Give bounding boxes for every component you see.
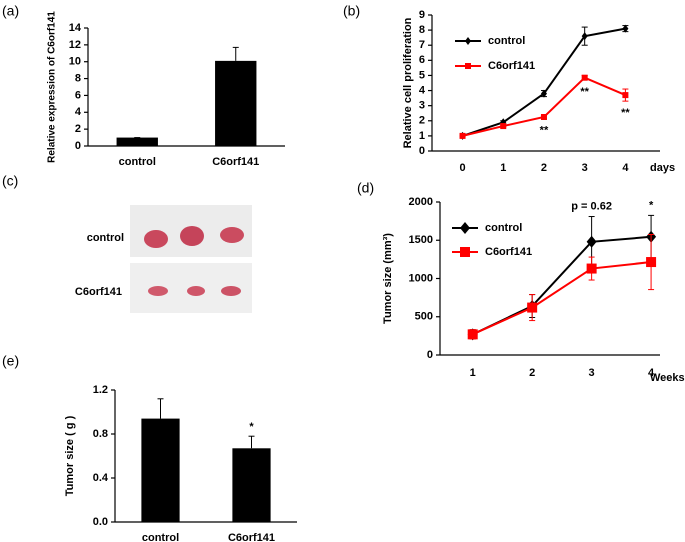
bar — [232, 448, 271, 522]
x-tick-label: control — [119, 156, 156, 168]
y-tick-label: 4 — [419, 84, 426, 96]
marker — [581, 74, 588, 81]
marker — [581, 32, 588, 41]
x-tick-label: C6orf141 — [228, 532, 275, 542]
marker — [586, 263, 597, 274]
tumor — [187, 286, 205, 296]
marker — [540, 89, 547, 98]
legend-marker — [460, 222, 470, 234]
tumor — [221, 286, 241, 296]
y-tick-label: 2 — [419, 115, 425, 127]
bar — [116, 137, 158, 146]
marker — [646, 257, 657, 268]
bar — [141, 418, 180, 522]
legend-label: control — [485, 222, 522, 234]
marker — [586, 235, 597, 248]
tumor — [144, 230, 168, 248]
x-tick-label: 2 — [541, 162, 547, 174]
y-tick-label: 1000 — [409, 272, 433, 284]
y-tick-label: 12 — [69, 39, 81, 51]
y-tick-label: 8 — [75, 72, 81, 84]
y-tick-label: 14 — [69, 22, 82, 34]
y-tick-label: 6 — [75, 89, 81, 101]
marker — [459, 132, 466, 139]
y-tick-label: 9 — [419, 9, 425, 21]
annotation: * — [649, 199, 654, 211]
y-tick-label: 7 — [419, 39, 425, 51]
marker — [467, 329, 478, 340]
legend-label: C6orf141 — [488, 60, 535, 72]
x-tick-label: C6orf141 — [212, 156, 259, 168]
x-tick-label: 2 — [529, 367, 535, 379]
row-label: control — [87, 232, 124, 244]
legend-label: control — [488, 35, 525, 47]
x-tick-label: 4 — [622, 162, 629, 174]
marker — [500, 123, 507, 130]
y-tick-label: 10 — [69, 56, 81, 68]
panel-label: (b) — [343, 3, 360, 19]
panel-label: (e) — [2, 353, 19, 369]
y-axis-label: Tumor size (mm³) — [382, 233, 394, 324]
y-tick-label: 2 — [75, 123, 81, 135]
y-axis-label: Tumor size ( g ) — [64, 415, 76, 496]
panel-label: (a) — [2, 3, 19, 19]
y-tick-label: 5 — [419, 69, 425, 81]
y-tick-label: 0 — [419, 145, 425, 157]
marker — [622, 24, 629, 33]
tumor — [148, 286, 168, 296]
y-tick-label: 1 — [419, 130, 425, 142]
x-tick-label: 1 — [470, 367, 476, 379]
tumor — [220, 227, 244, 243]
y-axis-label: Relative cell proliferation — [402, 17, 414, 148]
annotation: p = 0.62 — [571, 200, 612, 212]
annotation: ** — [580, 86, 589, 98]
x-tick-label: 0 — [459, 162, 465, 174]
y-tick-label: 8 — [419, 24, 425, 36]
tumor — [180, 226, 204, 246]
y-tick-label: 0 — [75, 140, 81, 152]
marker — [527, 302, 538, 313]
x-tick-label: control — [142, 532, 179, 542]
x-tick-label: 4 — [648, 367, 655, 379]
marker — [540, 114, 547, 120]
y-tick-label: 0 — [427, 349, 433, 361]
y-tick-label: 2000 — [409, 196, 433, 208]
legend-marker — [465, 63, 471, 69]
y-tick-label: 0.0 — [93, 516, 108, 528]
y-tick-label: 4 — [75, 106, 82, 118]
x-axis-label: days — [650, 162, 675, 174]
annotation: ** — [540, 124, 549, 136]
y-axis-label: Relative expression of C6orf141 — [47, 11, 58, 163]
x-tick-label: 1 — [500, 162, 506, 174]
x-tick-label: 3 — [589, 367, 595, 379]
y-tick-label: 3 — [419, 100, 425, 112]
panel-label: (d) — [357, 180, 374, 196]
x-tick-label: 3 — [582, 162, 588, 174]
row-label: C6orf141 — [75, 286, 122, 298]
y-tick-label: 6 — [419, 54, 425, 66]
annotation: * — [249, 421, 254, 433]
marker — [622, 92, 629, 99]
y-tick-label: 0.8 — [93, 428, 108, 440]
y-tick-label: 500 — [415, 311, 433, 323]
legend-marker — [460, 247, 470, 257]
y-tick-label: 1500 — [409, 234, 433, 246]
bar — [215, 60, 257, 146]
y-tick-label: 0.4 — [93, 472, 109, 484]
panel-label: (c) — [2, 173, 18, 189]
x-axis-label: Weeks — [650, 372, 685, 384]
series-line — [472, 261, 652, 336]
legend-marker — [465, 37, 471, 45]
annotation: ** — [621, 107, 630, 119]
tumor-photo: control C6orf141 — [75, 205, 252, 313]
y-tick-label: 1.2 — [93, 384, 108, 396]
legend-label: C6orf141 — [485, 246, 532, 258]
